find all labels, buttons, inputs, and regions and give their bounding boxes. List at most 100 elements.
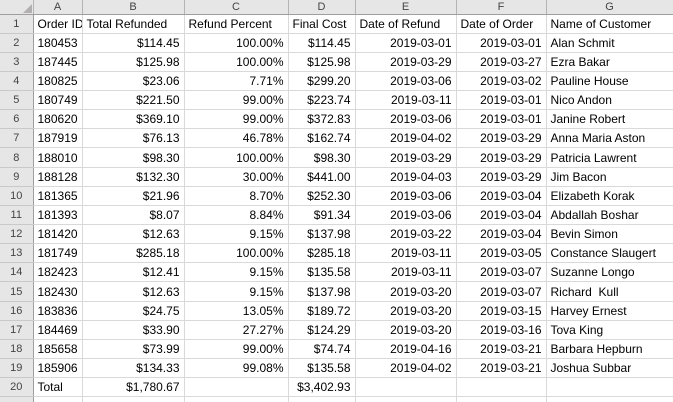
cell-B19[interactable]: $134.33 <box>82 358 185 379</box>
cell-F16[interactable]: 2019-03-15 <box>456 301 547 321</box>
cell-F9[interactable]: 2019-03-29 <box>456 167 547 187</box>
cell-B8[interactable]: $98.30 <box>82 147 185 168</box>
cell-B12[interactable]: $12.63 <box>82 224 185 245</box>
row-header-17[interactable]: 17 <box>0 320 34 340</box>
cell-G16[interactable]: Harvey Ernest <box>546 301 673 321</box>
row-header-5[interactable]: 5 <box>0 90 34 111</box>
cell-A18[interactable]: 185658 <box>33 339 83 360</box>
cell-D1[interactable]: Final Cost <box>288 14 356 34</box>
cell-A6[interactable]: 180620 <box>33 109 83 130</box>
cell-E16[interactable]: 2019-03-20 <box>355 301 457 321</box>
cell-E10[interactable]: 2019-03-06 <box>355 186 457 206</box>
cell-A3[interactable]: 187445 <box>33 52 83 72</box>
cell-F17[interactable]: 2019-03-16 <box>456 320 547 340</box>
row-header-11[interactable]: 11 <box>0 205 34 226</box>
cell-C9[interactable]: 30.00% <box>184 167 289 187</box>
cell-C4[interactable]: 7.71% <box>184 71 289 92</box>
cell-G11[interactable]: Abdallah Boshar <box>546 205 673 226</box>
cell-G9[interactable]: Jim Bacon <box>546 167 673 187</box>
cell-G17[interactable]: Tova King <box>546 320 673 340</box>
cell-D5[interactable]: $223.74 <box>288 90 356 111</box>
cell-A4[interactable]: 180825 <box>33 71 83 92</box>
cell-G20[interactable] <box>546 377 673 398</box>
cell-G18[interactable]: Barbara Hepburn <box>546 339 673 360</box>
row-header-3[interactable]: 3 <box>0 52 34 72</box>
cell-B11[interactable]: $8.07 <box>82 205 185 226</box>
cell-C14[interactable]: 9.15% <box>184 262 289 283</box>
cell-C3[interactable]: 100.00% <box>184 52 289 72</box>
cell-E5[interactable]: 2019-03-11 <box>355 90 457 111</box>
cell-D17[interactable]: $124.29 <box>288 320 356 340</box>
row-header-15[interactable]: 15 <box>0 281 34 302</box>
cell-E17[interactable]: 2019-03-20 <box>355 320 457 340</box>
cell-B1[interactable]: Total Refunded <box>82 14 185 34</box>
cell-D3[interactable]: $125.98 <box>288 52 356 72</box>
cell-F11[interactable]: 2019-03-04 <box>456 205 547 226</box>
cell-A9[interactable]: 188128 <box>33 167 83 187</box>
row-header-12[interactable]: 12 <box>0 224 34 245</box>
cell-F4[interactable]: 2019-03-02 <box>456 71 547 92</box>
cell-G12[interactable]: Bevin Simon <box>546 224 673 245</box>
cell-E19[interactable]: 2019-04-02 <box>355 358 457 379</box>
row-header-16[interactable]: 16 <box>0 301 34 321</box>
cell-F12[interactable]: 2019-03-04 <box>456 224 547 245</box>
column-header-B[interactable]: B <box>82 0 185 15</box>
cell-E8[interactable]: 2019-03-29 <box>355 147 457 168</box>
row-header-6[interactable]: 6 <box>0 109 34 130</box>
cell-D10[interactable]: $252.30 <box>288 186 356 206</box>
cell-C8[interactable]: 100.00% <box>184 147 289 168</box>
cell-E1[interactable]: Date of Refund <box>355 14 457 34</box>
cell-G13[interactable]: Constance Slaugert <box>546 243 673 264</box>
column-header-C[interactable]: C <box>184 0 289 15</box>
cell-B17[interactable]: $33.90 <box>82 320 185 340</box>
cell-G7[interactable]: Anna Maria Aston <box>546 128 673 149</box>
cell-C15[interactable]: 9.15% <box>184 281 289 302</box>
cell-B9[interactable]: $132.30 <box>82 167 185 187</box>
column-header-G[interactable]: G <box>546 0 673 15</box>
cell-D11[interactable]: $91.34 <box>288 205 356 226</box>
cell-G3[interactable]: Ezra Bakar <box>546 52 673 72</box>
cell-B16[interactable]: $24.75 <box>82 301 185 321</box>
cell-E3[interactable]: 2019-03-29 <box>355 52 457 72</box>
column-header-A[interactable]: A <box>33 0 83 15</box>
cell-G1[interactable]: Name of Customer <box>546 14 673 34</box>
cell-A19[interactable]: 185906 <box>33 358 83 379</box>
cell-E7[interactable]: 2019-04-02 <box>355 128 457 149</box>
row-header-10[interactable]: 10 <box>0 186 34 206</box>
cell-G21[interactable] <box>546 396 673 402</box>
cell-A15[interactable]: 182430 <box>33 281 83 302</box>
cell-B6[interactable]: $369.10 <box>82 109 185 130</box>
cell-F14[interactable]: 2019-03-07 <box>456 262 547 283</box>
cell-E4[interactable]: 2019-03-06 <box>355 71 457 92</box>
cell-C21[interactable] <box>184 396 289 402</box>
cell-E21[interactable] <box>355 396 457 402</box>
cell-B2[interactable]: $114.45 <box>82 33 185 53</box>
cell-E18[interactable]: 2019-04-16 <box>355 339 457 360</box>
row-header-8[interactable]: 8 <box>0 147 34 168</box>
cell-E13[interactable]: 2019-03-11 <box>355 243 457 264</box>
cell-C11[interactable]: 8.84% <box>184 205 289 226</box>
cell-D16[interactable]: $189.72 <box>288 301 356 321</box>
cell-D15[interactable]: $137.98 <box>288 281 356 302</box>
cell-B18[interactable]: $73.99 <box>82 339 185 360</box>
cell-G10[interactable]: Elizabeth Korak <box>546 186 673 206</box>
cell-A2[interactable]: 180453 <box>33 33 83 53</box>
cell-E14[interactable]: 2019-03-11 <box>355 262 457 283</box>
row-header-4[interactable]: 4 <box>0 71 34 92</box>
cell-E9[interactable]: 2019-04-03 <box>355 167 457 187</box>
cell-F6[interactable]: 2019-03-01 <box>456 109 547 130</box>
row-header-9[interactable]: 9 <box>0 167 34 187</box>
cell-F21[interactable] <box>456 396 547 402</box>
cell-F19[interactable]: 2019-03-21 <box>456 358 547 379</box>
cell-A7[interactable]: 187919 <box>33 128 83 149</box>
cell-F15[interactable]: 2019-03-07 <box>456 281 547 302</box>
cell-D8[interactable]: $98.30 <box>288 147 356 168</box>
row-header-14[interactable]: 14 <box>0 262 34 283</box>
cell-C19[interactable]: 99.08% <box>184 358 289 379</box>
cell-D19[interactable]: $135.58 <box>288 358 356 379</box>
cell-C2[interactable]: 100.00% <box>184 33 289 53</box>
cell-C17[interactable]: 27.27% <box>184 320 289 340</box>
cell-D9[interactable]: $441.00 <box>288 167 356 187</box>
cell-E12[interactable]: 2019-03-22 <box>355 224 457 245</box>
cell-E20[interactable] <box>355 377 457 398</box>
